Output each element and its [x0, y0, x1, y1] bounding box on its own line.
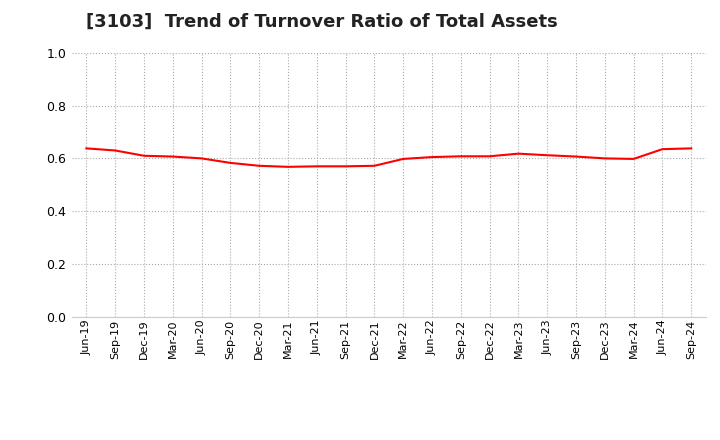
- Text: [3103]  Trend of Turnover Ratio of Total Assets: [3103] Trend of Turnover Ratio of Total …: [86, 13, 558, 31]
